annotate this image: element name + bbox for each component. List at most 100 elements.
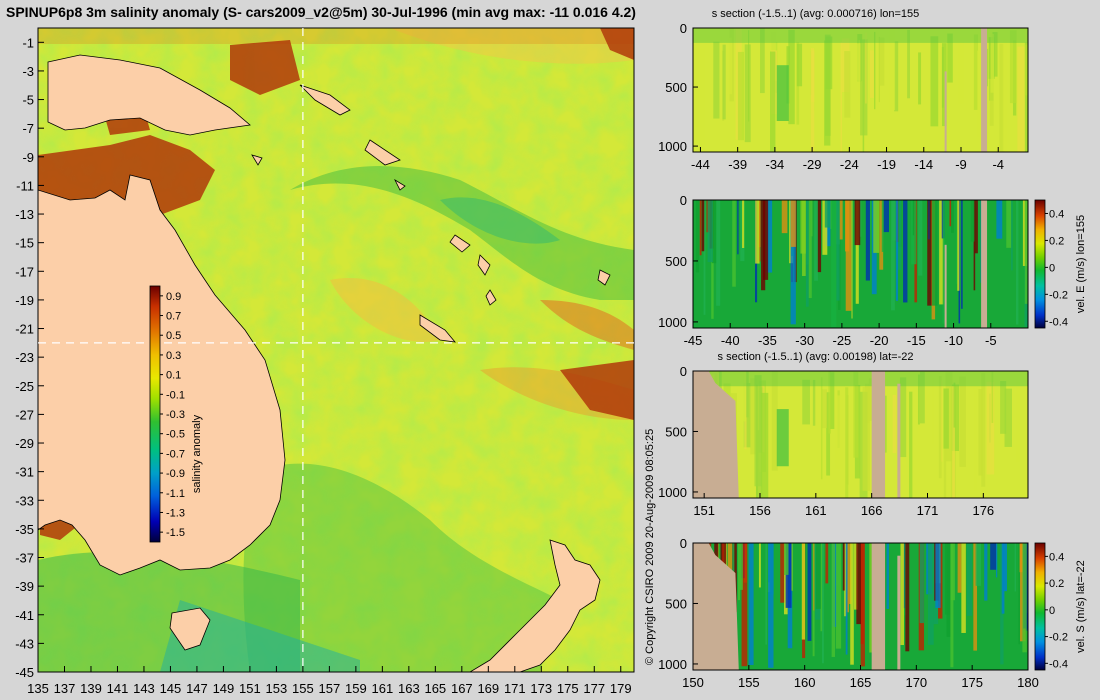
section-y-tick-label: 500 — [665, 424, 687, 439]
section-frame — [692, 27, 1029, 153]
map-y-tick-label: -39 — [15, 579, 34, 594]
map-x-tick-label: 143 — [133, 681, 155, 696]
velocity-colorbar-tick-label: 0.2 — [1049, 578, 1064, 590]
map-x-tick-label: 165 — [424, 681, 446, 696]
velocity-colorbar-tick-label: -0.4 — [1049, 658, 1068, 670]
velocity-colorbar-label: vel. E (m/s) lon=155 — [1075, 215, 1087, 313]
section-y-tick-label: 500 — [665, 254, 687, 269]
map-y-tick-label: -37 — [15, 551, 34, 566]
map-x-tick-label: 149 — [213, 681, 235, 696]
section-x-tick-label: -4 — [992, 157, 1004, 172]
map-x-tick-label: 147 — [186, 681, 208, 696]
map-x-tick-label: 145 — [160, 681, 182, 696]
section-x-tick-label: -29 — [803, 157, 822, 172]
section-land-mask — [981, 200, 988, 328]
section-x-tick-label: 160 — [794, 675, 816, 690]
map-y-tick-label: -27 — [15, 407, 34, 422]
section-panel-2: -45 -40 -35 -30 -25 -20 -15 -10 -5 0 500 1000 0.4 0.2… — [658, 193, 1087, 348]
salinity-colorbar — [149, 285, 161, 543]
section-x-tick-label: -19 — [877, 157, 896, 172]
map-y-tick-label: -13 — [15, 207, 34, 222]
map-y-tick-label: -33 — [15, 493, 34, 508]
map-y-tick-label: -9 — [22, 150, 34, 165]
section-land-mask — [693, 371, 739, 498]
section-title: s section (-1.5..1) (avg: 0.00198) lat=-… — [718, 351, 914, 363]
section-x-tick-label: -15 — [907, 333, 926, 348]
section-x-tick-label: -30 — [795, 333, 814, 348]
section-y-tick-label: 500 — [665, 596, 687, 611]
section-y-tick-label: 1000 — [658, 139, 687, 154]
colorbar-tick-label: -1.1 — [166, 488, 185, 500]
map-x-tick-label: 167 — [451, 681, 473, 696]
section-y-tick-label: 0 — [680, 536, 687, 551]
velocity-colorbar-tick-label: -0.2 — [1049, 289, 1068, 301]
section-x-tick-label: 180 — [1017, 675, 1039, 690]
map-y-tick-label: -29 — [15, 436, 34, 451]
section-x-tick-label: 170 — [905, 675, 927, 690]
salinity-map: 135 137 139 141 143 145 147 149 151 153 155 157 159 1… — [15, 27, 635, 696]
section-panel-4: 150 155 160 165 170 175 180 0 500 1000 0.4 0.2 0 -0.2… — [658, 536, 1087, 690]
map-y-tick-label: -45 — [15, 665, 34, 680]
map-x-tick-label: 151 — [239, 681, 261, 696]
map-y-tick-label: -1 — [22, 35, 34, 50]
section-land-mask — [944, 71, 947, 152]
velocity-colorbar-tick-label: 0.4 — [1049, 551, 1064, 563]
section-y-tick-label: 0 — [680, 21, 687, 36]
section-y-tick-label: 0 — [680, 193, 687, 208]
map-x-tick-label: 179 — [610, 681, 632, 696]
map-x-tick-label: 173 — [530, 681, 552, 696]
section-x-tick-label: -25 — [832, 333, 851, 348]
colorbar-tick-label: -0.7 — [166, 448, 185, 460]
section-y-tick-label: 1000 — [658, 657, 687, 672]
velocity-colorbar-tick-label: -0.4 — [1049, 316, 1068, 328]
section-x-tick-label: 176 — [972, 503, 994, 518]
section-x-tick-label: 175 — [961, 675, 983, 690]
section-x-tick-label: 161 — [805, 503, 827, 518]
colorbar-tick-label: -1.3 — [166, 507, 185, 519]
map-y-tick-label: -11 — [16, 178, 34, 193]
section-x-tick-label: -40 — [721, 333, 740, 348]
map-y-tick-label: -15 — [15, 236, 34, 251]
map-x-tick-label: 163 — [398, 681, 420, 696]
map-x-tick-label: 135 — [27, 681, 49, 696]
section-land-mask — [981, 28, 988, 152]
section-y-tick-label: 500 — [665, 80, 687, 95]
section-land-mask — [897, 383, 901, 498]
map-y-tick-label: -21 — [15, 322, 34, 337]
section-panel-1: s section (-1.5..1) (avg: 0.000716) lon=… — [658, 8, 1029, 172]
map-y-tick-label: -25 — [15, 379, 34, 394]
map-x-tick-label: 177 — [583, 681, 605, 696]
map-x-tick-label: 139 — [80, 681, 102, 696]
velocity-colorbar-tick-label: -0.2 — [1049, 632, 1068, 644]
section-x-tick-label: 155 — [738, 675, 760, 690]
section-land-mask — [944, 244, 947, 328]
section-y-tick-label: 0 — [680, 364, 687, 379]
section-x-tick-label: -14 — [914, 157, 933, 172]
map-x-tick-label: 161 — [372, 681, 394, 696]
map-x-tick-label: 141 — [107, 681, 129, 696]
map-x-tick-label: 159 — [345, 681, 367, 696]
map-y-tick-label: -3 — [22, 64, 34, 79]
map-y-tick-label: -35 — [15, 522, 34, 537]
colorbar-tick-label: 0.9 — [166, 291, 181, 303]
colorbar-tick-label: -0.9 — [166, 468, 185, 480]
colorbar-label: salinity anomaly — [191, 414, 203, 493]
section-x-tick-label: 151 — [693, 503, 715, 518]
section-x-tick-label: 150 — [682, 675, 704, 690]
section-x-tick-label: -45 — [684, 333, 703, 348]
colorbar-tick-label: -0.5 — [166, 429, 185, 441]
colorbar-tick-label: -1.5 — [166, 527, 185, 539]
section-land-mask — [871, 543, 886, 670]
section-x-tick-label: 165 — [850, 675, 872, 690]
section-y-tick-label: 1000 — [658, 485, 687, 500]
section-frame — [692, 370, 1029, 499]
colorbar-tick-label: 0.3 — [166, 350, 181, 362]
colorbar-tick-label: 0.7 — [166, 311, 181, 323]
velocity-colorbar-label: vel. S (m/s) lat=-22 — [1075, 560, 1087, 653]
section-x-tick-label: -44 — [691, 157, 710, 172]
section-x-tick-label: -5 — [985, 333, 997, 348]
section-land-mask — [871, 371, 886, 498]
section-land-mask — [897, 555, 901, 670]
map-y-tick-label: -19 — [15, 293, 34, 308]
